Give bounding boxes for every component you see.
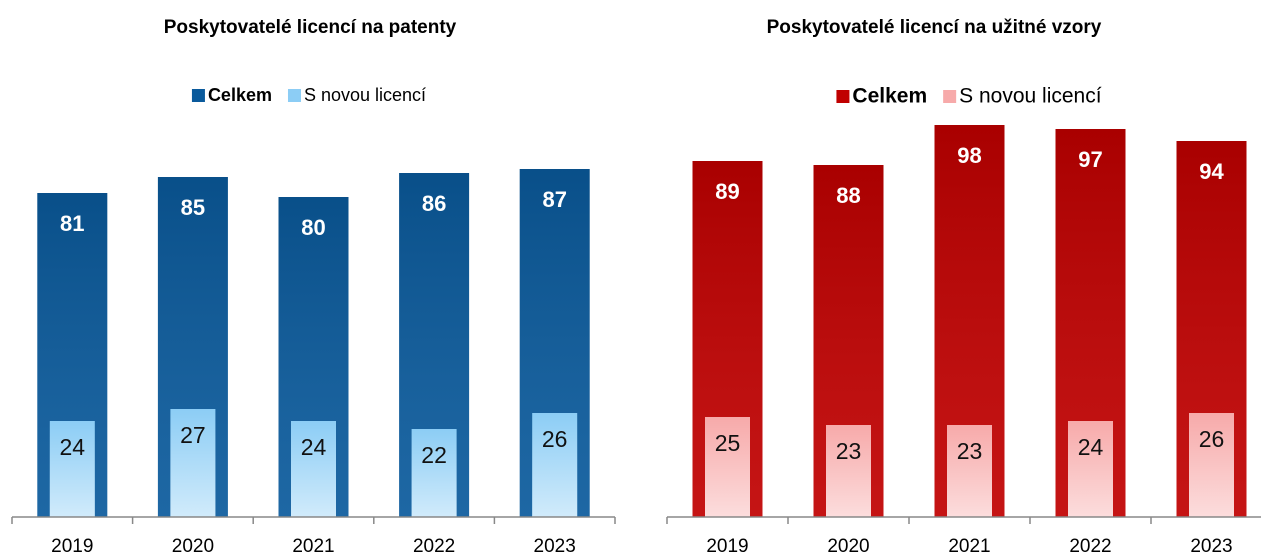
bar-shade — [705, 417, 750, 517]
legend-label: Celkem — [852, 85, 927, 108]
bar-shade — [411, 429, 457, 517]
x-tick-label: 2019 — [51, 536, 93, 556]
x-tick-label: 2023 — [1190, 536, 1232, 556]
legend-label: S novou licencí — [959, 85, 1102, 108]
value-label: 26 — [1199, 426, 1225, 452]
bar-shade — [49, 421, 95, 517]
value-label: 23 — [957, 438, 983, 464]
value-label: 88 — [836, 183, 860, 208]
legend-swatch — [836, 90, 850, 103]
bar-shade — [947, 425, 992, 517]
x-tick-label: 2020 — [172, 536, 214, 556]
x-tick-label: 2023 — [534, 536, 576, 556]
value-label: 24 — [301, 434, 327, 460]
legend-swatch — [191, 89, 205, 102]
value-label: 86 — [422, 191, 446, 216]
bar-shade — [291, 421, 336, 517]
legend-swatch — [287, 89, 301, 102]
value-label: 85 — [181, 195, 205, 220]
x-tick-label: 2019 — [706, 536, 748, 556]
bar-shade — [1189, 413, 1234, 517]
value-label: 87 — [542, 187, 566, 212]
value-label: 24 — [1078, 434, 1104, 460]
x-tick-label: 2020 — [827, 536, 869, 556]
value-label: 23 — [836, 438, 862, 464]
bar-shade — [826, 425, 871, 517]
bar-shade — [170, 409, 216, 517]
bar-shade — [532, 413, 578, 517]
legend-swatch — [943, 90, 957, 103]
value-label: 80 — [301, 215, 325, 240]
chart-title: Poskytovatelé licencí na patenty — [164, 17, 457, 38]
chart-title: Poskytovatelé licencí na užitné vzory — [767, 17, 1102, 38]
value-label: 24 — [60, 434, 86, 460]
value-label: 81 — [60, 211, 84, 236]
x-tick-label: 2022 — [413, 536, 455, 556]
value-label: 89 — [715, 179, 739, 204]
value-label: 22 — [421, 442, 447, 468]
value-label: 97 — [1078, 147, 1102, 172]
x-tick-label: 2021 — [292, 536, 334, 556]
legend-label: S novou licencí — [304, 85, 426, 105]
x-tick-label: 2021 — [948, 536, 990, 556]
value-label: 98 — [957, 143, 981, 168]
value-label: 25 — [715, 430, 741, 456]
x-tick-label: 2022 — [1069, 536, 1111, 556]
legend-label: Celkem — [208, 85, 272, 105]
bar-shade — [1068, 421, 1113, 517]
value-label: 26 — [542, 426, 568, 452]
value-label: 94 — [1199, 159, 1224, 184]
value-label: 27 — [180, 422, 206, 448]
